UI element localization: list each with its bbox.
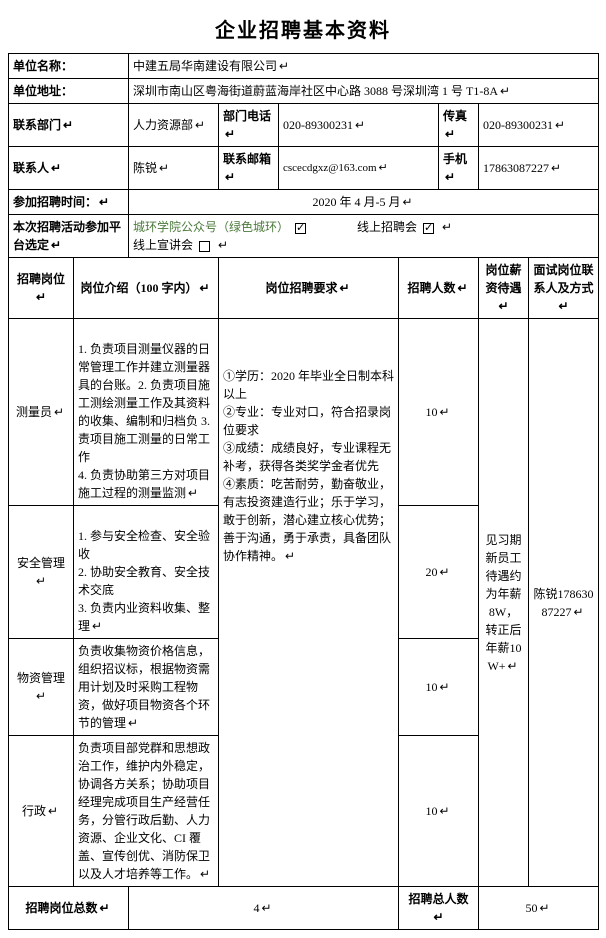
th-desc: 岗位介绍（100 字内）↵ (74, 258, 219, 319)
job-name-2: 物资管理↵ (9, 639, 74, 736)
job-desc-1: 1. 参与安全检查、安全验收 2. 协助安全教育、安全技术交底 3. 负责内业资… (74, 506, 219, 639)
job-count-0: 10↵ (399, 319, 479, 506)
recruitment-table: 单位名称： 中建五局华南建设有限公司↵ 单位地址： 深圳市南山区粤海街道蔚蓝海岸… (8, 53, 599, 930)
job-desc-2: 负责收集物资价格信息，组织招议标，根据物资需用计划及时采购工程物资，做好项目物资… (74, 639, 219, 736)
time-label: 参加招聘时间：↵ (9, 190, 129, 215)
job-name-3: 行政↵ (9, 736, 74, 887)
fax-value: 020-89300231↵ (479, 104, 599, 147)
platform-label: 本次招聘活动参加平 台选定↵ (9, 215, 129, 258)
job-salary: 见习期新员工待遇约为年薪8W，转正后年薪10W+↵ (479, 319, 529, 887)
th-req: 岗位招聘要求↵ (219, 258, 399, 319)
footer-jobcount-value: 4↵ (129, 887, 399, 930)
dept-phone-label: 部门电话↵ (219, 104, 279, 147)
unit-addr-value: 深圳市南山区粤海街道蔚蓝海岸社区中心路 3088 号深圳湾 1 号 T1-8A↵ (129, 79, 599, 104)
email-value: cscecdgxz@163.com↵ (279, 147, 439, 190)
job-requirements: ①学历：2020 年毕业全日制本科以上 ②专业：专业对口，符合招录岗位要求 ③成… (219, 319, 399, 887)
job-count-2: 10↵ (399, 639, 479, 736)
job-desc-3: 负责项目部党群和思想政治工作，维护内外稳定，协调各方关系；协助项目经理完成项目生… (74, 736, 219, 887)
mobile-label: 手机↵ (439, 147, 479, 190)
checkbox-empty-icon[interactable] (199, 241, 210, 252)
unit-name-label: 单位名称： (9, 54, 129, 79)
dept-label: 联系部门↵ (9, 104, 129, 147)
th-contact: 面试岗位联系人及方式↵ (529, 258, 599, 319)
unit-addr-label: 单位地址： (9, 79, 129, 104)
email-label: 联系邮箱↵ (219, 147, 279, 190)
th-count: 招聘人数↵ (399, 258, 479, 319)
footer-peoplecount-value: 50↵ (479, 887, 599, 930)
platform-opt3: 线上宣讲会 (133, 238, 193, 252)
contact-value: 陈锐↵ (129, 147, 219, 190)
checkbox-checked-icon[interactable]: ✓ (423, 223, 434, 234)
checkbox-checked-icon[interactable]: ✓ (295, 223, 306, 234)
doc-title: 企业招聘基本资料 (8, 8, 598, 53)
mobile-value: 17863087227↵ (479, 147, 599, 190)
contact-label: 联系人↵ (9, 147, 129, 190)
time-value: 2020 年 4 月-5 月↵ (129, 190, 599, 215)
th-position: 招聘岗位↵ (9, 258, 74, 319)
dept-value: 人力资源部↵ (129, 104, 219, 147)
unit-name-value: 中建五局华南建设有限公司↵ (129, 54, 599, 79)
job-count-3: 10↵ (399, 736, 479, 887)
dept-phone-value: 020-89300231↵ (279, 104, 439, 147)
footer-peoplecount-label: 招聘总人数↵ (399, 887, 479, 930)
job-name-0: 测量员↵ (9, 319, 74, 506)
footer-jobcount-label: 招聘岗位总数↵ (9, 887, 129, 930)
platform-opt2: 线上招聘会 (357, 220, 417, 234)
job-contact: 陈锐17863087227↵ (529, 319, 599, 887)
job-name-1: 安全管理↵ (9, 506, 74, 639)
platform-options: 城环学院公众号（绿色城环） ✓ 线上招聘会 ✓ ↵ 线上宣讲会 ↵ (129, 215, 599, 258)
th-salary: 岗位薪资待遇↵ (479, 258, 529, 319)
platform-opt1: 城环学院公众号（绿色城环） (133, 220, 289, 234)
job-desc-0: 1. 负责项目测量仪器的日常管理工作并建立测量器具的台账。2. 负责项目施工测绘… (74, 319, 219, 506)
job-count-1: 20↵ (399, 506, 479, 639)
fax-label: 传真↵ (439, 104, 479, 147)
